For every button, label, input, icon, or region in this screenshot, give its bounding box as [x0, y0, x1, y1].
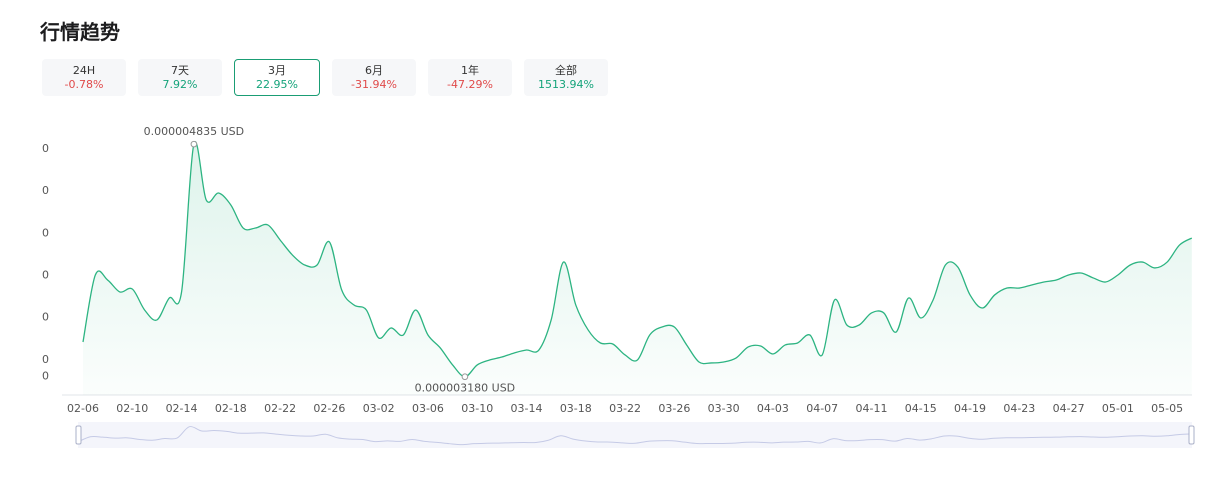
max-point — [190, 140, 198, 148]
tab-label: 24H — [72, 63, 96, 77]
tab-change: 1513.94% — [538, 77, 594, 91]
period-tab[interactable]: 1年 -47.29% — [428, 59, 512, 96]
tab-change: -31.94% — [351, 77, 397, 91]
x-tick-label: 03-18 — [560, 402, 592, 415]
x-tick-label: 02-06 — [67, 402, 99, 415]
x-tick-label: 04-11 — [855, 402, 887, 415]
tab-label: 7天 — [171, 63, 189, 77]
tab-label: 3月 — [268, 63, 286, 77]
min-label: 0.000003180 USD — [415, 382, 515, 395]
x-tick-label: 03-30 — [708, 402, 740, 415]
navigator-handle-right — [1188, 425, 1195, 445]
navigator-bg — [78, 422, 1192, 448]
tab-label: 6月 — [365, 63, 383, 77]
y-tick-label: 0 — [42, 370, 49, 383]
x-tick-label: 02-18 — [215, 402, 247, 415]
y-tick-label: 0 — [42, 142, 49, 155]
min-point — [461, 373, 469, 381]
tab-change: -0.78% — [64, 77, 104, 91]
x-tick-label: 02-26 — [313, 402, 345, 415]
x-tick-label: 03-14 — [511, 402, 543, 415]
tab-change: -47.29% — [447, 77, 493, 91]
y-tick-label: 0 — [42, 269, 49, 282]
y-tick-label: 0 — [42, 311, 49, 324]
x-tick-label: 04-27 — [1053, 402, 1085, 415]
x-tick-label: 03-10 — [461, 402, 493, 415]
x-tick-label: 05-05 — [1151, 402, 1183, 415]
x-tick-label: 02-22 — [264, 402, 296, 415]
y-tick-label: 0 — [42, 226, 49, 239]
x-tick-label: 05-01 — [1102, 402, 1134, 415]
period-tab[interactable]: 24H -0.78% — [42, 59, 126, 96]
max-label: 0.000004835 USD — [144, 125, 244, 138]
x-tick-label: 04-19 — [954, 402, 986, 415]
x-tick-label: 02-14 — [166, 402, 198, 415]
section-title: 行情趋势 — [40, 20, 120, 44]
y-tick-label: 0 — [42, 184, 49, 197]
x-tick-label: 02-10 — [116, 402, 148, 415]
tab-label: 全部 — [555, 63, 577, 77]
x-tick-label: 04-03 — [757, 402, 789, 415]
tab-label: 1年 — [461, 63, 479, 77]
x-tick-label: 03-02 — [363, 402, 395, 415]
navigator-line — [77, 426, 1193, 446]
x-tick-label: 03-26 — [658, 402, 690, 415]
period-tab[interactable]: 7天 7.92% — [138, 59, 222, 96]
x-tick-label: 04-23 — [1003, 402, 1035, 415]
area-fill — [83, 141, 1192, 395]
x-tick-label: 03-06 — [412, 402, 444, 415]
period-tab[interactable]: 全部 1513.94% — [524, 59, 608, 96]
x-tick-label: 04-07 — [806, 402, 838, 415]
x-tick-label: 03-22 — [609, 402, 641, 415]
y-tick-label: 0 — [42, 353, 49, 366]
tab-change: 22.95% — [256, 77, 298, 91]
period-tab[interactable]: 6月 -31.94% — [332, 59, 416, 96]
price-line — [82, 141, 1193, 378]
navigator-handle-left — [75, 425, 82, 445]
tab-change: 7.92% — [162, 77, 198, 91]
period-tab[interactable]: 3月 22.95% — [234, 59, 320, 96]
x-tick-label: 04-15 — [905, 402, 937, 415]
period-tabs: 24H -0.78% 7天 7.92% 3月 22.95% 6月 -31.94% 1年 -47.2… — [42, 59, 608, 96]
